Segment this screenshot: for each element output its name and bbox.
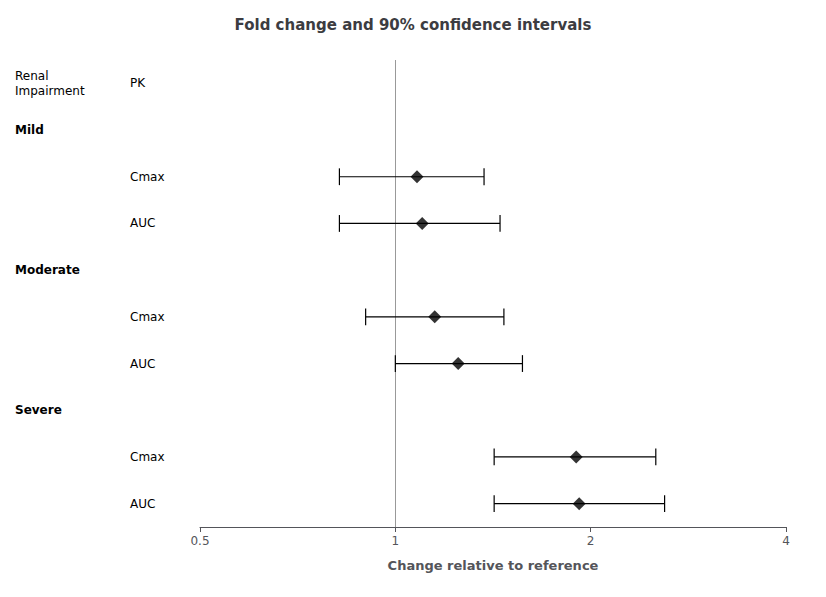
svg-text:Renal: Renal <box>15 69 48 83</box>
svg-text:2: 2 <box>587 534 595 548</box>
svg-text:Change relative to reference: Change relative to reference <box>388 558 599 573</box>
svg-text:Cmax: Cmax <box>130 170 165 184</box>
svg-text:0.5: 0.5 <box>190 534 209 548</box>
svg-text:PK: PK <box>130 76 146 90</box>
svg-text:Cmax: Cmax <box>130 310 165 324</box>
svg-text:AUC: AUC <box>130 497 155 511</box>
svg-text:Impairment: Impairment <box>15 84 85 98</box>
svg-text:Severe: Severe <box>15 403 62 417</box>
svg-text:Fold change and 90% confidence: Fold change and 90% confidence intervals <box>235 16 592 34</box>
svg-text:Mild: Mild <box>15 123 44 137</box>
svg-text:4: 4 <box>782 534 790 548</box>
svg-text:Cmax: Cmax <box>130 450 165 464</box>
svg-text:Moderate: Moderate <box>15 263 80 277</box>
svg-text:AUC: AUC <box>130 216 155 230</box>
svg-text:AUC: AUC <box>130 357 155 371</box>
svg-text:1: 1 <box>392 534 400 548</box>
